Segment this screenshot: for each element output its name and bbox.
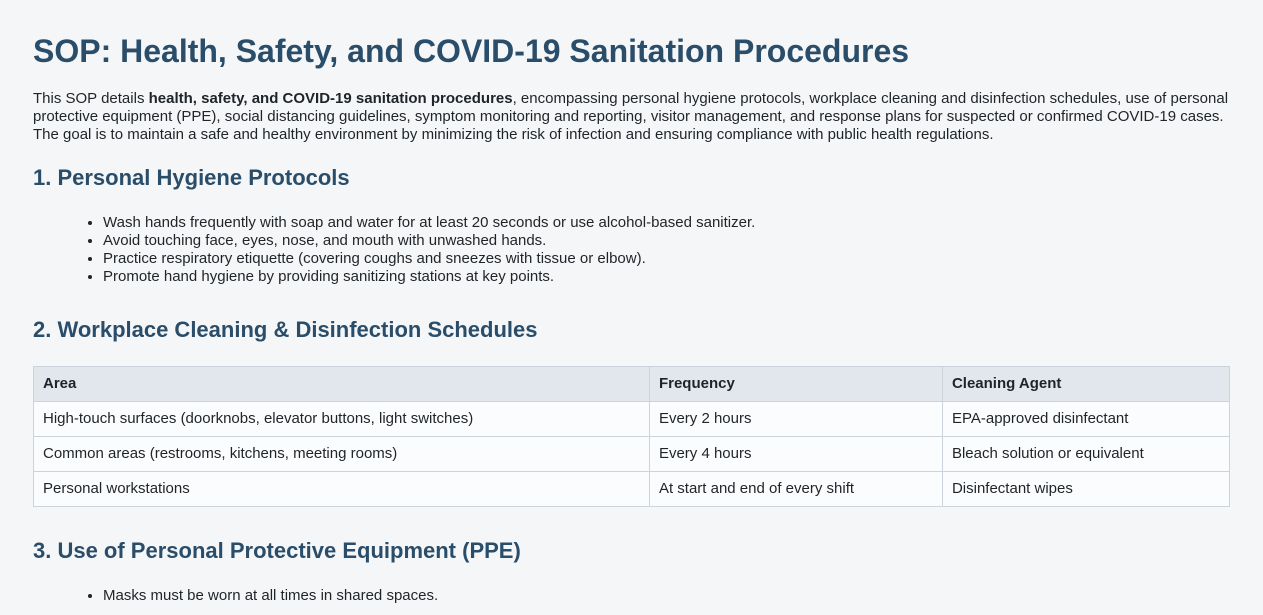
list-item: Avoid touching face, eyes, nose, and mou… <box>103 232 1230 250</box>
cell-cleaning-agent: EPA-approved disinfectant <box>941 401 1231 437</box>
list-item: Wash hands frequently with soap and wate… <box>103 214 1230 232</box>
cell-area: High-touch surfaces (doorknobs, elevator… <box>33 401 650 437</box>
intro-paragraph: This SOP details health, safety, and COV… <box>33 90 1230 144</box>
cell-area: Personal workstations <box>33 471 650 507</box>
cell-cleaning-agent: Disinfectant wipes <box>941 471 1231 507</box>
personal-hygiene-list: Wash hands frequently with soap and wate… <box>33 214 1230 286</box>
column-header-frequency: Frequency <box>648 366 943 402</box>
intro-text-rest: , encompassing personal hygiene protocol… <box>33 90 1229 143</box>
table-row: Personal workstations At start and end o… <box>33 471 1231 507</box>
table-row: High-touch surfaces (doorknobs, elevator… <box>33 401 1231 437</box>
table-row: Common areas (restrooms, kitchens, meeti… <box>33 436 1231 472</box>
cleaning-schedule-table: Area Frequency Cleaning Agent High-touch… <box>33 366 1231 507</box>
intro-text-prefix: This SOP details <box>33 90 149 107</box>
list-item: Masks must be worn at all times in share… <box>103 587 1230 605</box>
cell-frequency: Every 2 hours <box>648 401 943 437</box>
column-header-area: Area <box>33 366 650 402</box>
section-heading-cleaning-schedules: 2. Workplace Cleaning & Disinfection Sch… <box>33 317 538 342</box>
section-heading-personal-hygiene: 1. Personal Hygiene Protocols <box>33 165 350 190</box>
cell-frequency: At start and end of every shift <box>648 471 943 507</box>
ppe-list: Masks must be worn at all times in share… <box>33 587 1230 605</box>
cell-cleaning-agent: Bleach solution or equivalent <box>941 436 1231 472</box>
cell-area: Common areas (restrooms, kitchens, meeti… <box>33 436 650 472</box>
intro-text-bold: health, safety, and COVID-19 sanitation … <box>148 90 513 107</box>
column-header-cleaning-agent: Cleaning Agent <box>941 366 1231 402</box>
list-item: Promote hand hygiene by providing saniti… <box>103 268 1230 286</box>
list-item: Practice respiratory etiquette (covering… <box>103 250 1230 268</box>
section-heading-ppe: 3. Use of Personal Protective Equipment … <box>33 538 521 563</box>
cell-frequency: Every 4 hours <box>648 436 943 472</box>
page-title: SOP: Health, Safety, and COVID-19 Sanita… <box>33 33 910 69</box>
table-header-row: Area Frequency Cleaning Agent <box>33 366 1231 402</box>
